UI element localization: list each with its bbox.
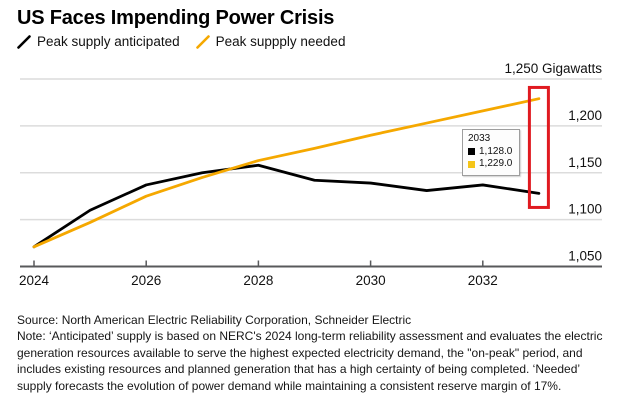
tooltip: 2033 1,128.0 1,229.0 [462, 129, 520, 176]
tooltip-year: 2033 [468, 133, 491, 144]
x-axis-label: 2028 [243, 273, 273, 288]
tooltip-value: 1,128.0 [479, 145, 513, 157]
chart-footer: Source: North American Electric Reliabil… [17, 312, 614, 394]
x-axis-label: 2032 [468, 273, 498, 288]
x-axis-label: 2026 [131, 273, 161, 288]
series-line-peak-suppply-needed[interactable] [32, 97, 541, 249]
y-axis-label: 1,150 [568, 155, 602, 170]
line-swatch-icon [17, 34, 31, 49]
source-text: Source: North American Electric Reliabil… [17, 313, 412, 327]
y-axis-label: 1,100 [568, 202, 602, 217]
y-axis-label: 1,050 [568, 249, 602, 264]
tooltip-swatch [468, 148, 475, 156]
y-axis-label: 1,250 Gigawatts [504, 61, 602, 76]
line-swatch-icon [195, 34, 210, 49]
legend-item-label: Peak suppply needed [215, 34, 346, 49]
tooltip-row: 1,229.0 [468, 158, 514, 171]
x-axis-label: 2030 [356, 273, 386, 288]
chart-legend: Peak supply anticipated Peak suppply nee… [17, 34, 345, 49]
note-text: Note: ‘Anticipated’ supply is based on N… [17, 329, 603, 393]
series-line-peak-supply-anticipated[interactable] [32, 163, 541, 249]
legend-item-anticipated: Peak supply anticipated [17, 34, 180, 49]
tooltip-swatch [468, 160, 475, 168]
page-title: US Faces Impending Power Crisis [17, 7, 335, 29]
x-axis-label: 2024 [19, 273, 50, 288]
highlight-box [527, 85, 550, 209]
tooltip-value: 1,229.0 [479, 158, 513, 169]
y-axis-label: 1,200 [568, 108, 602, 123]
legend-item-label: Peak supply anticipated [37, 34, 180, 49]
tooltip-row: 1,128.0 [468, 146, 514, 159]
legend-item-needed: Peak suppply needed [195, 34, 346, 49]
